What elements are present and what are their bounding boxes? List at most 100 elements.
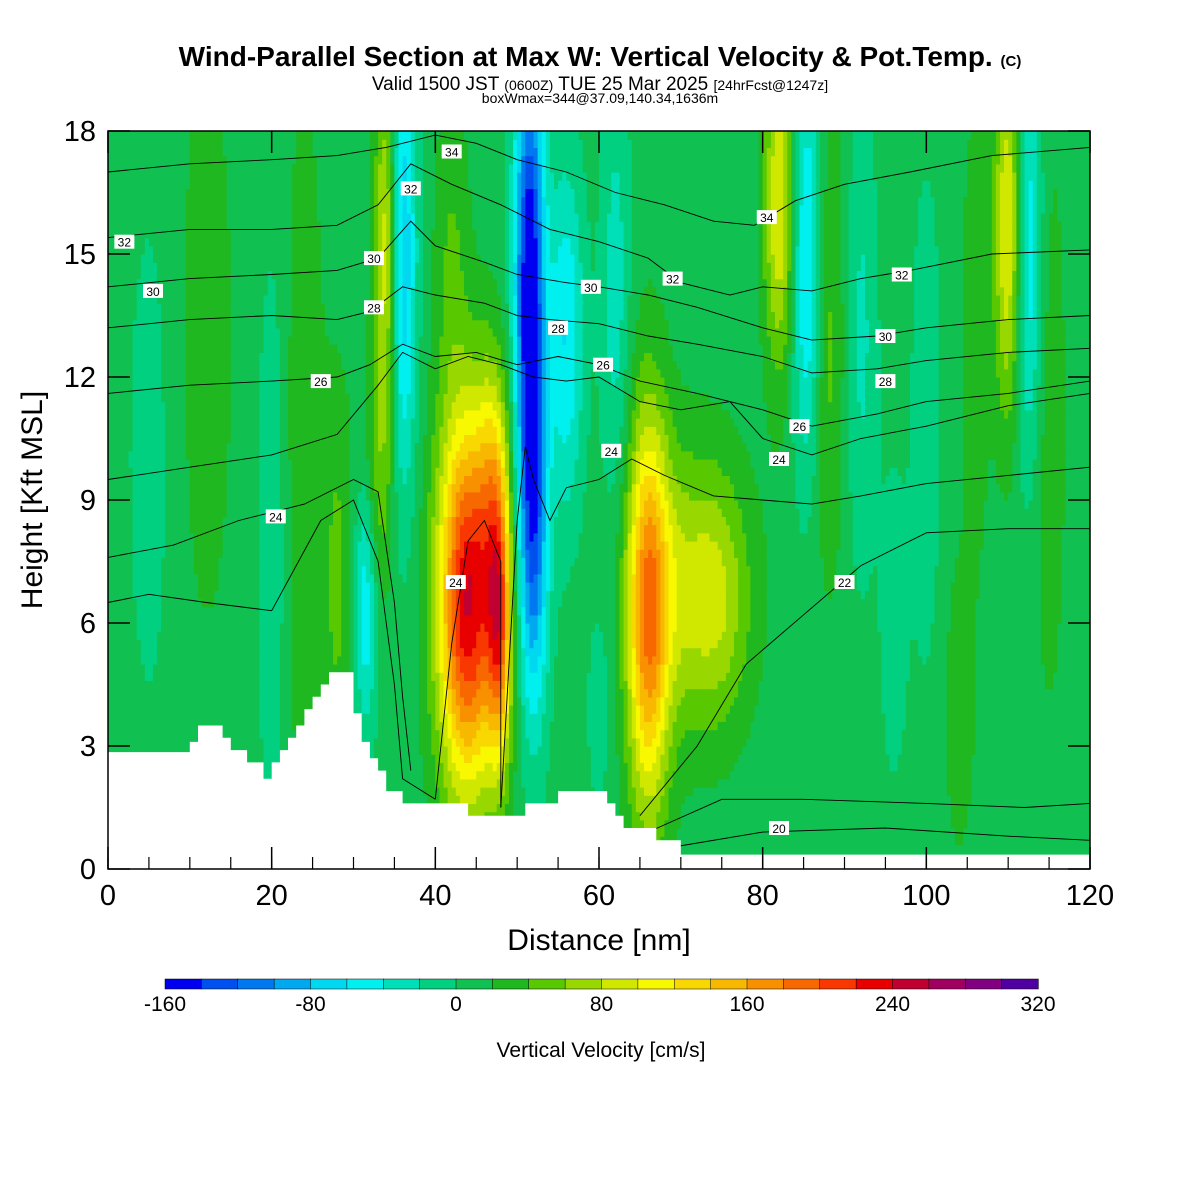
w-cell	[153, 713, 158, 722]
w-cell	[938, 844, 944, 854]
w-cell	[721, 828, 727, 837]
w-cell	[390, 705, 396, 714]
w-cell	[869, 696, 874, 706]
w-cell	[742, 828, 747, 837]
w-cell	[463, 746, 469, 755]
w-cell	[1044, 828, 1050, 837]
w-cell	[975, 770, 981, 780]
w-cell	[832, 705, 837, 714]
w-cell	[1069, 762, 1075, 772]
w-cell	[271, 705, 277, 714]
w-cell	[1044, 713, 1050, 722]
w-cell	[627, 737, 633, 747]
w-cell	[132, 729, 138, 739]
w-cell	[909, 795, 915, 804]
w-cell	[468, 770, 473, 780]
w-cell	[652, 811, 657, 821]
w-cell	[480, 770, 486, 780]
w-cell	[995, 787, 1001, 796]
w-cell	[1036, 754, 1042, 763]
w-cell	[476, 803, 481, 813]
w-cell	[779, 836, 784, 845]
w-cell	[1032, 729, 1038, 739]
w-cell	[459, 746, 465, 755]
w-cell	[717, 729, 723, 739]
w-cell	[578, 705, 584, 714]
w-cell	[439, 778, 445, 788]
w-cell	[639, 811, 645, 821]
w-cell	[144, 737, 150, 747]
w-cell	[1020, 795, 1026, 804]
w-cell	[856, 803, 862, 813]
w-cell	[811, 754, 817, 763]
w-cell	[378, 762, 383, 772]
w-cell	[738, 713, 743, 722]
w-cell	[930, 787, 936, 796]
w-cell	[1032, 828, 1038, 837]
w-cell	[934, 746, 940, 755]
w-cell	[848, 828, 854, 837]
w-cell	[766, 762, 772, 772]
w-cell	[738, 737, 743, 747]
w-cell	[807, 754, 813, 763]
w-cell	[824, 803, 829, 813]
w-cell	[881, 787, 887, 796]
w-cell	[619, 787, 625, 796]
w-cell	[529, 737, 535, 747]
w-cell	[824, 705, 829, 714]
w-cell	[721, 746, 727, 755]
w-cell	[701, 746, 706, 755]
w-cell	[893, 844, 899, 854]
w-cell	[680, 705, 686, 714]
w-cell	[128, 729, 134, 739]
w-cell	[1049, 844, 1054, 854]
w-cell	[1012, 778, 1017, 788]
w-cell	[1044, 737, 1050, 747]
w-cell	[198, 713, 203, 722]
w-cell	[721, 770, 727, 780]
w-cell	[758, 705, 764, 714]
w-cell	[946, 729, 952, 739]
w-cell	[701, 778, 706, 788]
w-cell	[537, 778, 543, 788]
w-cell	[390, 746, 396, 755]
w-cell	[1053, 811, 1058, 821]
w-cell	[1069, 787, 1075, 796]
w-cell	[390, 754, 396, 763]
w-cell	[251, 721, 256, 731]
w-cell	[504, 729, 510, 739]
w-cell	[901, 819, 907, 829]
w-cell	[864, 778, 870, 788]
w-cell	[774, 746, 780, 755]
w-cell	[869, 705, 874, 714]
w-cell	[439, 746, 445, 755]
w-cell	[1053, 844, 1058, 854]
w-cell	[783, 737, 788, 747]
w-cell	[423, 787, 428, 796]
w-cell	[1085, 803, 1090, 813]
w-cell	[230, 729, 236, 739]
w-cell	[463, 795, 469, 804]
w-cell	[549, 778, 555, 788]
w-cell	[1024, 844, 1030, 854]
w-cell	[492, 795, 498, 804]
w-cell	[463, 754, 469, 763]
w-cell	[468, 713, 473, 722]
w-cell	[218, 713, 224, 722]
w-cell	[590, 778, 596, 788]
w-cell	[222, 729, 228, 739]
w-cell	[128, 737, 134, 747]
w-cell	[1040, 811, 1046, 821]
w-cell	[619, 737, 625, 747]
w-cell	[476, 795, 481, 804]
w-cell	[950, 778, 956, 788]
w-cell	[734, 819, 739, 829]
w-cell	[1024, 787, 1030, 796]
w-cell	[275, 737, 281, 747]
w-cell	[451, 696, 457, 706]
w-cell	[717, 811, 723, 821]
w-cell	[1040, 705, 1046, 714]
w-cell	[926, 746, 932, 755]
w-cell	[1004, 762, 1009, 772]
w-cell	[713, 828, 719, 837]
